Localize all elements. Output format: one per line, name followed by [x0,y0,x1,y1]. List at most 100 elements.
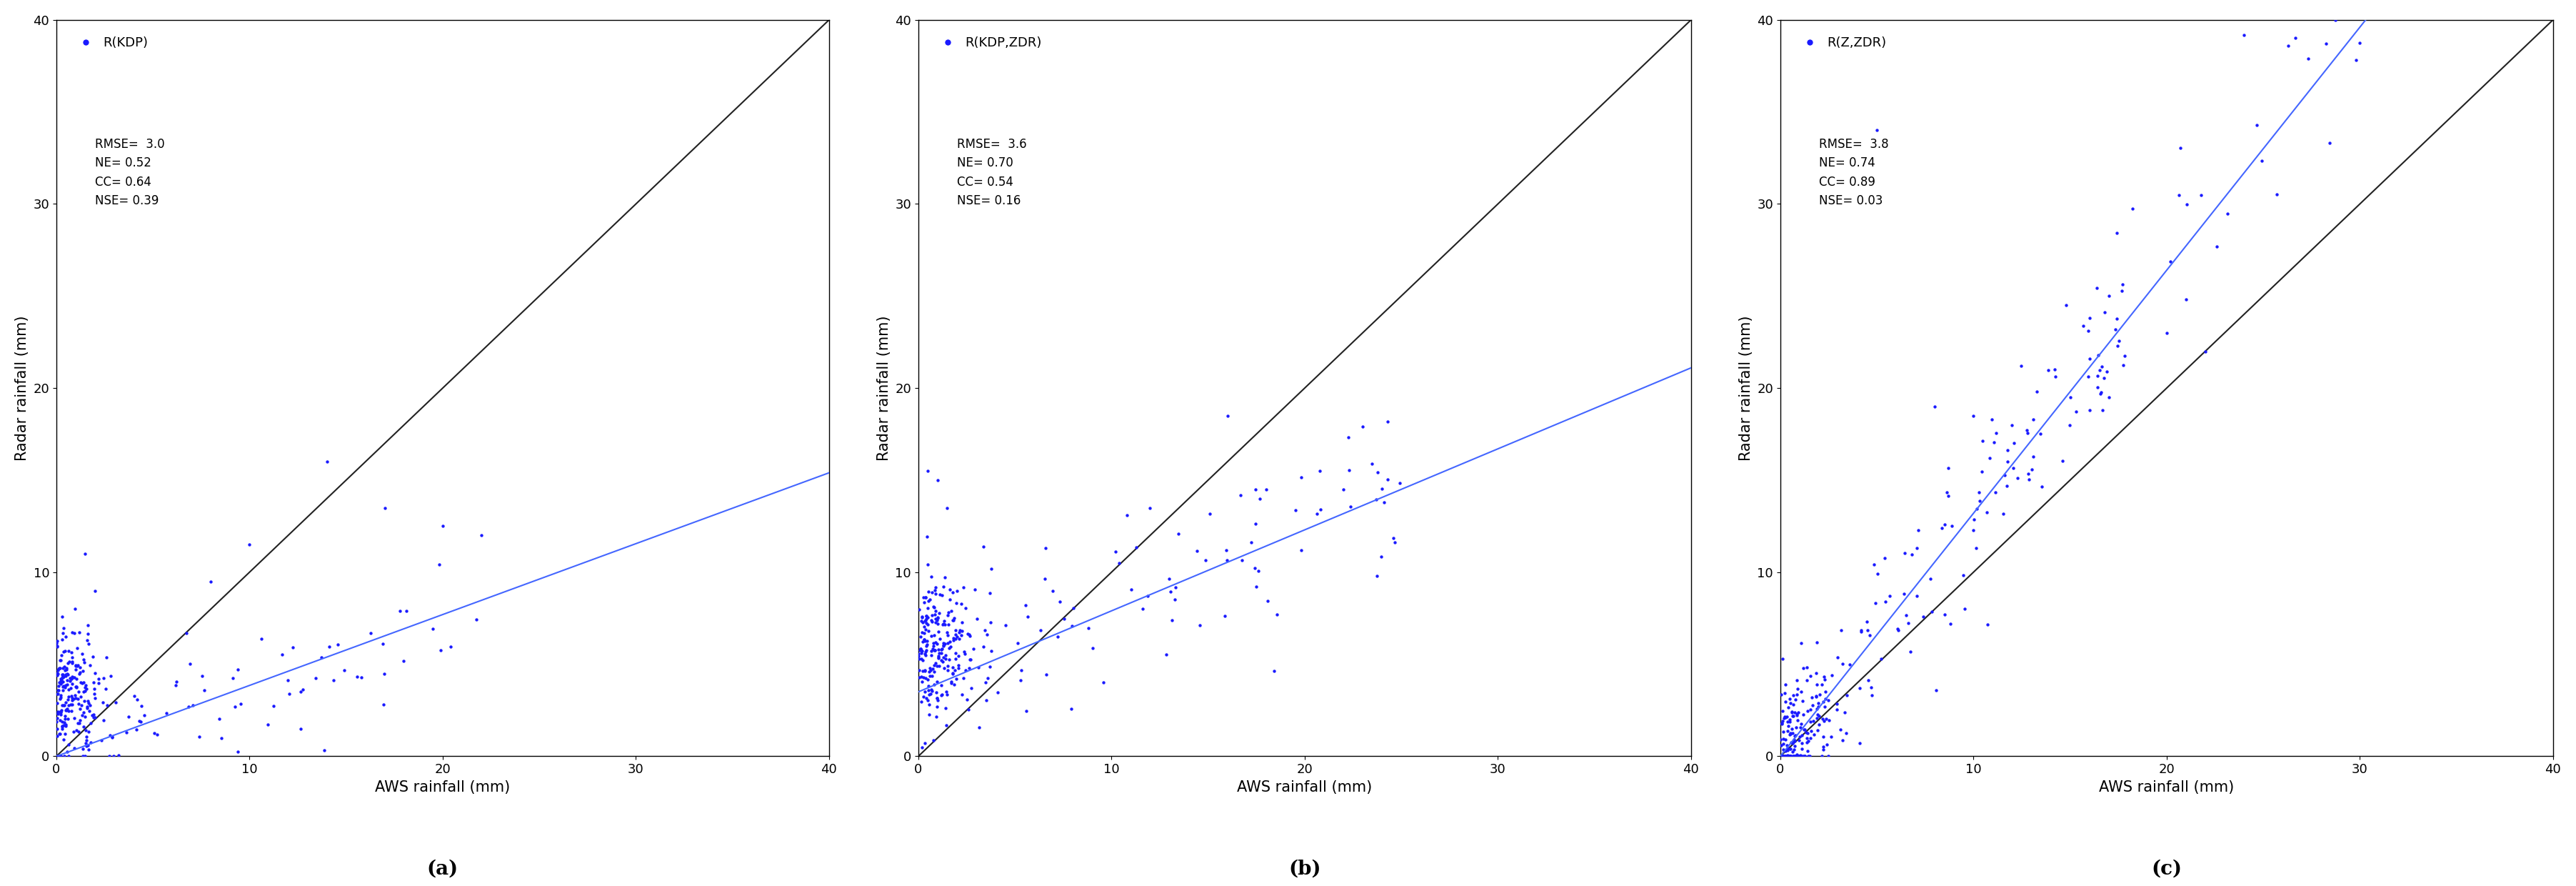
Point [2012,450,2053,464]
Legend: R(KDP): R(KDP) [67,30,155,56]
Point [57,716,98,730]
Point [1033,584,1074,598]
Point [943,671,984,685]
Point [2102,277,2143,291]
Point [2241,153,2282,167]
Text: RMSE=  3.6
NE= 0.70
CC= 0.54
NSE= 0.16: RMSE= 3.6 NE= 0.70 CC= 0.54 NSE= 0.16 [956,137,1028,207]
Point [1788,744,1829,758]
Point [1123,602,1164,616]
Point [1770,692,1811,706]
Point [325,663,366,677]
Point [1955,541,1996,556]
Point [917,610,958,625]
Point [2257,188,2298,202]
Point [971,616,1012,630]
Point [72,681,113,696]
Point [953,642,994,657]
Point [956,612,997,626]
Point [301,650,343,664]
Point [44,669,85,683]
Point [59,625,100,639]
Point [909,697,951,711]
Point [2275,31,2316,45]
Point [902,646,943,660]
Point [1878,621,1919,635]
Point [1783,750,1824,764]
Point [922,617,963,631]
Point [914,658,956,672]
Point [2306,36,2347,51]
Point [64,675,106,689]
Point [1821,657,1862,672]
Point [39,727,80,741]
Point [1772,705,1814,719]
Point [1765,733,1806,747]
Point [1767,701,1808,715]
Point [904,611,945,626]
Point [216,663,258,677]
Point [917,700,958,714]
Point [75,691,116,705]
Point [59,716,100,730]
Point [1772,709,1814,723]
Text: RMSE=  3.0
NE= 0.52
CC= 0.64
NSE= 0.39: RMSE= 3.0 NE= 0.52 CC= 0.64 NSE= 0.39 [95,137,165,207]
Point [1780,748,1821,762]
Point [75,584,116,598]
Point [1811,730,1852,744]
Point [49,655,90,669]
Point [2146,326,2187,340]
Point [54,662,95,676]
Point [1082,675,1123,689]
Point [927,608,969,622]
Point [917,650,958,664]
Point [137,727,178,742]
Point [57,723,98,737]
Point [1352,457,1394,471]
Point [1368,415,1409,429]
Point [2035,369,2076,384]
Point [57,697,98,711]
Point [41,677,82,691]
Point [62,705,103,719]
Point [2166,198,2208,212]
Point [198,711,240,726]
Point [36,714,77,728]
Point [1770,742,1811,756]
Point [52,671,93,685]
Point [2308,136,2349,150]
Point [917,613,958,627]
Point [1203,609,1244,623]
Point [2084,306,2125,320]
Point [67,694,108,708]
Point [52,650,93,664]
Point [54,658,95,672]
Point [67,699,108,713]
Point [1767,750,1808,764]
Point [2076,369,2117,383]
Point [927,628,969,642]
Point [1850,680,1891,695]
Point [1965,505,2007,519]
Point [1772,734,1814,749]
Point [1360,482,1401,496]
Point [36,711,77,726]
Point [75,666,116,680]
Point [1772,742,1814,757]
Point [920,646,961,660]
Point [914,628,956,642]
Point [1798,718,1839,732]
Point [1772,704,1814,719]
Point [36,634,77,649]
Point [925,618,966,632]
Point [2208,206,2249,221]
Point [1154,592,1195,606]
X-axis label: AWS rainfall (mm): AWS rainfall (mm) [376,780,510,795]
Point [927,652,969,666]
Point [1770,750,1811,764]
Point [914,678,956,692]
Point [80,734,121,748]
Point [958,660,999,674]
Point [1072,641,1113,655]
Point [2197,239,2239,253]
Point [41,707,82,721]
